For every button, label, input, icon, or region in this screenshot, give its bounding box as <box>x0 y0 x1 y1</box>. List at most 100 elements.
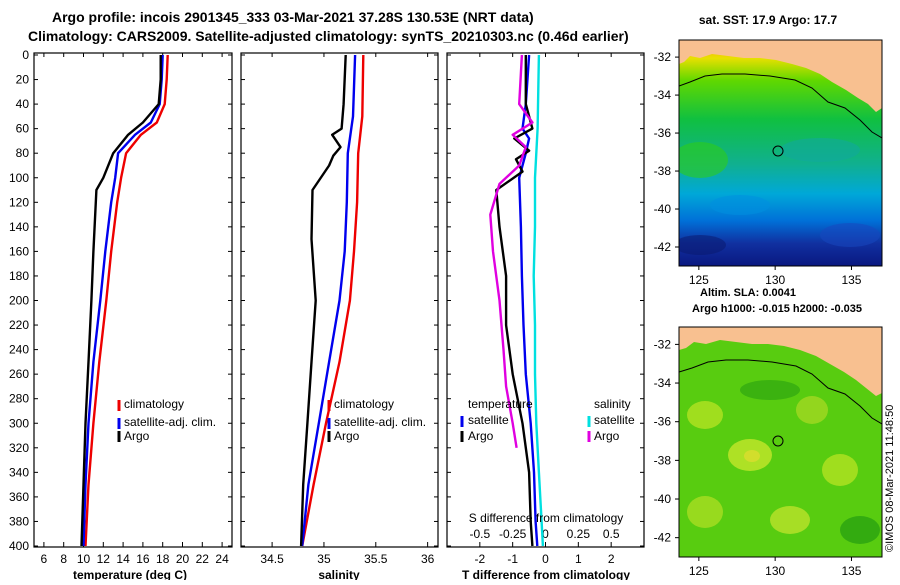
top-x-tick-label: 0 <box>542 527 549 541</box>
x-tick-label: 20 <box>176 552 190 566</box>
isobath-line <box>679 73 882 139</box>
lon-tick-label: 125 <box>689 273 709 287</box>
legend-argo: Argo <box>334 429 360 443</box>
lon-tick-label: 130 <box>765 273 785 287</box>
series-line-climatology <box>84 54 169 547</box>
sst-cold-patch <box>820 223 880 247</box>
sla-map-title-1: Altim. SLA: 0.0041 <box>700 287 796 299</box>
x-tick-label: 1 <box>575 552 582 566</box>
series-line-temperature-satellite <box>518 54 539 547</box>
x-tick-label: -1 <box>507 552 518 566</box>
sla-map-title-2: Argo h1000: -0.015 h2000: -0.035 <box>692 303 862 315</box>
lat-tick-label: -38 <box>654 164 672 178</box>
x-tick-label: 18 <box>156 552 170 566</box>
x-tick-label: 10 <box>77 552 91 566</box>
sla-patch-light <box>822 454 858 486</box>
sst-cool-patch <box>710 195 770 215</box>
depth-tick-label: 160 <box>9 244 29 258</box>
depth-tick-label: 340 <box>9 465 29 479</box>
legend-climatology: climatology <box>334 397 394 411</box>
x-tick-label: 35.5 <box>364 552 388 566</box>
depth-tick-label: 40 <box>16 97 30 111</box>
lat-tick-label: -32 <box>654 50 672 64</box>
difference-top-xlabel: S difference from climatology <box>469 511 624 525</box>
sla-patch-dark <box>740 380 800 400</box>
top-x-tick-label: 0.5 <box>603 527 620 541</box>
lon-tick-label: 130 <box>765 564 785 578</box>
salinity-legend: climatology satellite-adj. clim. Argo <box>327 397 426 443</box>
sst-cool-patch <box>780 138 860 162</box>
depth-tick-label: 380 <box>9 514 29 528</box>
series-line-satellite-adj-clim- <box>301 54 357 547</box>
depth-tick-label: 60 <box>16 122 30 136</box>
difference-panel-frame <box>446 52 645 548</box>
x-tick-label: 35 <box>317 552 331 566</box>
lat-tick-label: -42 <box>654 240 672 254</box>
sla-patch-high <box>744 450 760 462</box>
difference-chart: -2 -1 0 1 2 -0.5 -0.25 0 0.25 0.5 <box>447 53 644 566</box>
land-australia <box>679 40 882 112</box>
temperature-chart: 6 8 10 12 14 16 18 20 22 24 <box>34 53 232 566</box>
land-australia <box>679 327 882 396</box>
x-tick-label: 16 <box>136 552 150 566</box>
map-axes: -32 -34 -36 -38 -40 -42 125 130 135 -32 -34 -36 -38 -… <box>654 50 862 578</box>
sla-patch-light <box>770 506 810 534</box>
difference-xlabel: T difference from climatology <box>462 568 630 580</box>
depth-axis: 0 20 40 60 80 100 120 140 160 180 200 220 240 260 280 3… <box>9 48 29 553</box>
depth-tick-label: 20 <box>16 73 30 87</box>
lat-tick-label: -32 <box>654 337 672 351</box>
temperature-panel-frame <box>33 52 233 548</box>
series-line-salinity-satellite <box>532 54 545 547</box>
temperature-legend: climatology satellite-adj. clim. Argo <box>117 397 216 443</box>
lat-tick-label: -38 <box>654 453 672 467</box>
x-tick-label: 24 <box>215 552 229 566</box>
sst-map-title: sat. SST: 17.9 Argo: 17.7 <box>699 13 838 27</box>
legend-climatology: climatology <box>124 397 184 411</box>
lat-tick-label: -34 <box>654 376 672 390</box>
sla-patch-light <box>687 401 723 429</box>
lat-tick-label: -42 <box>654 531 672 545</box>
series-line-argo <box>80 55 162 547</box>
lon-tick-label: 135 <box>841 273 861 287</box>
series-line-salinity-argo <box>489 54 534 448</box>
series-line-climatology <box>301 54 365 547</box>
legend-salinity-heading: salinity <box>594 397 631 411</box>
depth-tick-label: 300 <box>9 416 29 430</box>
legend-satellite: satellite-adj. clim. <box>334 415 426 429</box>
legend-sal-satellite: satellite <box>594 413 635 427</box>
title-line-1: Argo profile: incois 2901345_333 03-Mar-… <box>52 9 534 25</box>
x-tick-label: 2 <box>608 552 615 566</box>
depth-tick-label: 400 <box>9 539 29 553</box>
x-tick-label: 8 <box>60 552 67 566</box>
depth-tick-label: 140 <box>9 220 29 234</box>
depth-tick-label: 100 <box>9 171 29 185</box>
x-tick-label: 34.5 <box>260 552 284 566</box>
difference-legend: temperature satellite Argo salinity sate… <box>460 397 635 443</box>
x-tick-label: 14 <box>116 552 130 566</box>
isobath-line <box>679 359 882 425</box>
series-line-temperature-argo <box>495 55 534 547</box>
depth-tick-label: 280 <box>9 392 29 406</box>
argo-location-marker <box>772 435 784 447</box>
lat-tick-label: -36 <box>654 126 672 140</box>
legend-temperature-heading: temperature <box>468 397 533 411</box>
sla-map <box>679 327 882 557</box>
depth-tick-label: 320 <box>9 441 29 455</box>
argo-location-marker <box>772 145 784 157</box>
sst-warm-patch <box>679 142 728 178</box>
series-line-argo <box>299 54 347 547</box>
top-x-tick-label: 0.25 <box>567 527 591 541</box>
sla-patch-light <box>796 396 828 424</box>
sst-map-frame <box>678 39 883 267</box>
sla-patch-dark <box>840 516 880 544</box>
depth-tick-label: 220 <box>9 318 29 332</box>
sla-map-frame <box>678 326 883 558</box>
lat-tick-label: -36 <box>654 415 672 429</box>
top-x-tick-label: -0.5 <box>469 527 490 541</box>
lat-tick-label: -40 <box>654 492 672 506</box>
temperature-xlabel: temperature (deg C) <box>73 568 187 580</box>
legend-temp-satellite: satellite <box>468 413 509 427</box>
x-tick-label: 0 <box>542 552 549 566</box>
legend-argo: Argo <box>124 429 150 443</box>
